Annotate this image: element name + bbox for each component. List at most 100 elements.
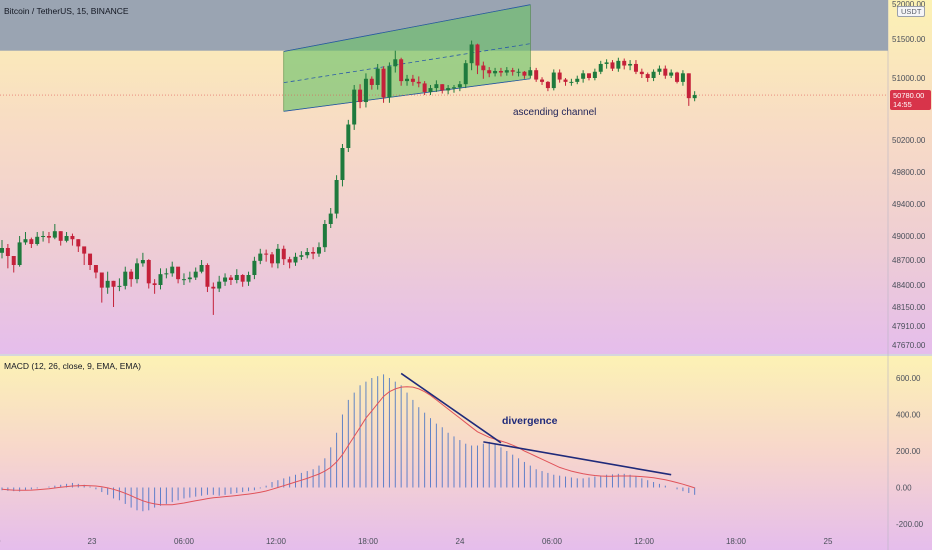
candle-body	[105, 280, 110, 288]
candle-body	[399, 59, 404, 82]
price-tick-label: 49000.00	[892, 232, 926, 241]
symbol-title: Bitcoin / TetherUS, 15, BINANCE	[4, 6, 129, 16]
macd-tick-label: 400.00	[896, 411, 921, 420]
candle-body	[387, 66, 392, 98]
candle-body	[117, 285, 122, 287]
candle-body	[181, 279, 186, 281]
candle-body	[29, 239, 34, 244]
candle-body	[176, 266, 181, 280]
candle-body	[0, 248, 4, 253]
candle-body	[557, 72, 562, 80]
countdown-value: 14:55	[893, 100, 912, 109]
candle-body	[340, 148, 345, 180]
candle-body	[686, 73, 691, 99]
candle-body	[311, 252, 316, 254]
candle-body	[228, 277, 233, 280]
candle-body	[170, 266, 175, 274]
candle-body	[540, 79, 545, 82]
channel-label: ascending channel	[513, 107, 597, 118]
candle-body	[669, 72, 674, 76]
candle-body	[264, 253, 269, 255]
candle-body	[281, 248, 286, 260]
time-tick-label: 25	[824, 537, 833, 546]
currency-badge[interactable]: USDT	[897, 6, 926, 17]
candle-body	[622, 60, 627, 66]
candle-body	[651, 71, 656, 78]
candle-body	[293, 256, 298, 263]
candle-body	[639, 71, 644, 75]
candle-body	[680, 73, 685, 82]
candle-body	[510, 70, 515, 72]
time-tick-label: 12:00	[266, 537, 287, 546]
candle-body	[93, 265, 98, 273]
candle-body	[545, 81, 550, 89]
candle-body	[287, 259, 292, 263]
macd-tick-label: -200.00	[896, 520, 924, 529]
channel-upper-line	[283, 4, 531, 52]
candle-body	[82, 246, 87, 254]
time-tick-label: 18:00	[726, 537, 747, 546]
candle-body	[52, 231, 57, 238]
price-tick-label: 47670.00	[892, 341, 926, 350]
time-tick-label: 12:00	[634, 537, 655, 546]
candle-body	[322, 224, 327, 248]
candle-body	[99, 272, 104, 288]
signal-line	[1, 386, 695, 506]
price-tick-label: 51000.00	[892, 74, 926, 83]
candle-body	[592, 71, 597, 78]
candle-body	[146, 260, 151, 284]
candle-body	[299, 255, 304, 257]
candle-body	[610, 62, 615, 69]
price-chart	[0, 0, 888, 315]
price-tick-label: 49400.00	[892, 200, 926, 209]
candle-body	[405, 78, 410, 82]
candle-body	[270, 254, 275, 264]
candle-body	[234, 275, 239, 280]
candle-body	[258, 253, 263, 261]
candle-body	[35, 236, 40, 244]
time-tick-label: 06:00	[542, 537, 563, 546]
candle-body	[633, 63, 638, 72]
candle-body	[129, 271, 134, 280]
candle-body	[363, 78, 368, 103]
candle-body	[440, 84, 445, 91]
price-tick-label: 47910.00	[892, 322, 926, 331]
candle-body	[123, 271, 128, 286]
last-price-value: 50780.00	[893, 91, 925, 100]
candle-body	[41, 236, 46, 237]
candle-body	[135, 263, 140, 280]
candle-body	[328, 213, 333, 224]
divergence-line-2	[483, 441, 672, 476]
candle-body	[23, 239, 28, 243]
price-tick-label: 48700.00	[892, 256, 926, 265]
macd-title: MACD (12, 26, close, 9, EMA, EMA)	[4, 361, 141, 371]
candle-body	[11, 256, 16, 265]
candle-body	[446, 88, 451, 91]
candle-body	[692, 95, 697, 99]
candle-body	[463, 63, 468, 85]
candle-body	[252, 260, 257, 275]
candle-body	[434, 84, 439, 89]
time-tick-label: 23	[88, 537, 97, 546]
candle-body	[187, 277, 192, 280]
candle-body	[375, 68, 380, 85]
candle-body	[587, 73, 591, 78]
candle-body	[17, 242, 22, 265]
candle-body	[381, 68, 386, 98]
candle-body	[522, 71, 527, 76]
candle-body	[70, 236, 75, 240]
candle-body	[493, 70, 498, 74]
time-tick-label: 24	[456, 537, 465, 546]
candle-body	[475, 44, 480, 66]
last-price-badge: 50780.00 14:55	[890, 90, 931, 110]
candle-body	[305, 252, 310, 256]
candle-body	[469, 44, 474, 64]
candle-body	[516, 71, 521, 73]
candle-body	[604, 62, 609, 64]
candle-body	[199, 265, 204, 272]
candle-body	[158, 274, 163, 285]
candle-body	[481, 65, 486, 71]
